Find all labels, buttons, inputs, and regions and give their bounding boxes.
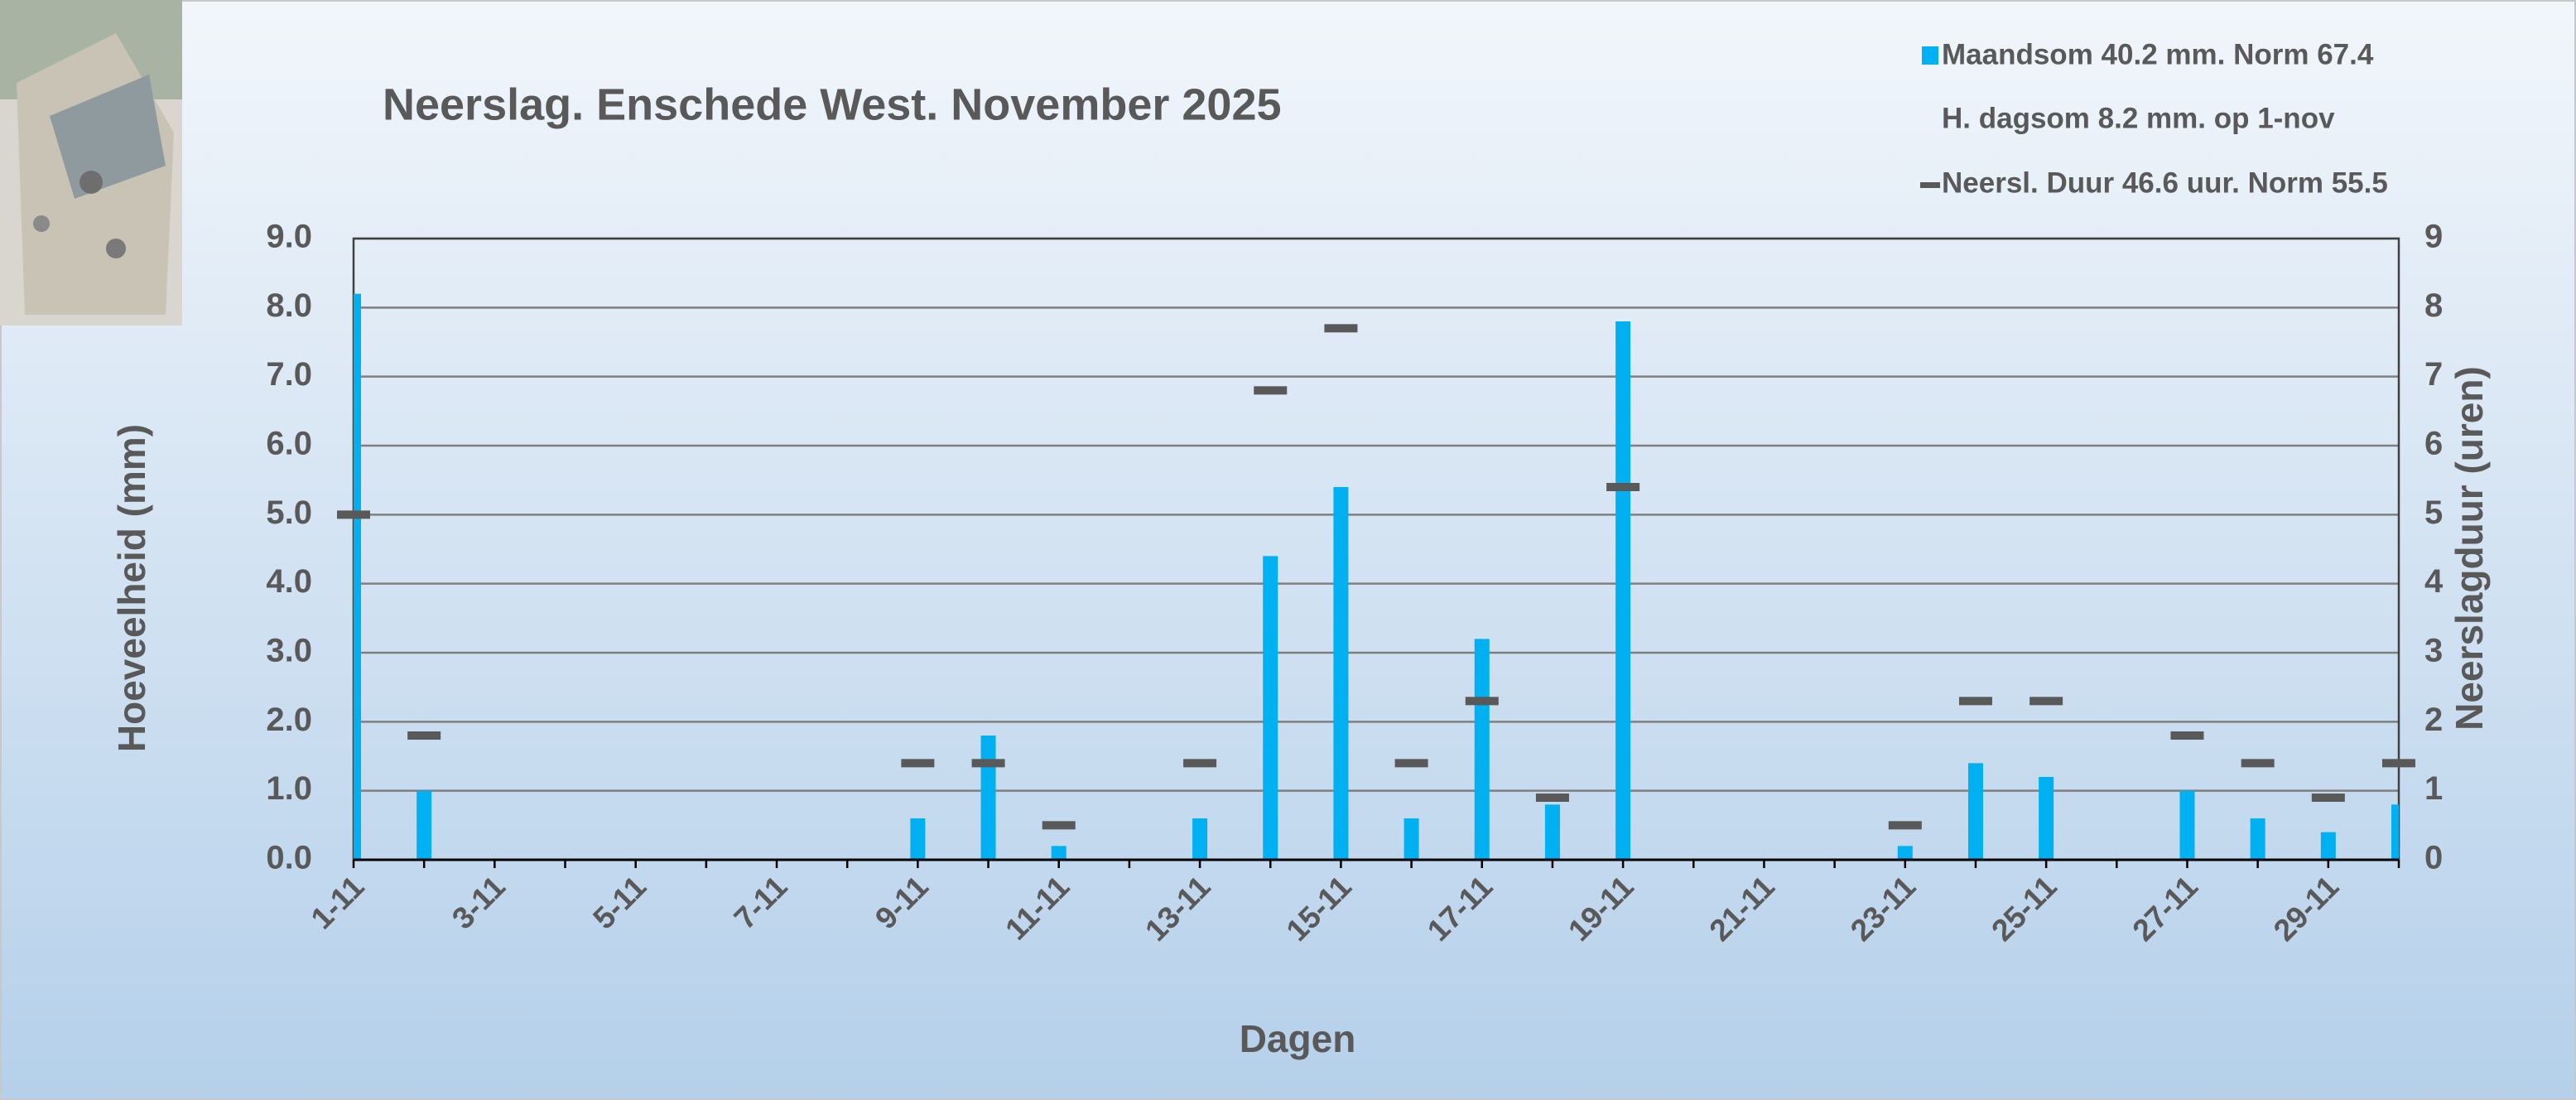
y-tick-label: 9.0 — [266, 219, 312, 255]
x-axis-label: Dagen — [1240, 1017, 1356, 1060]
bar — [1967, 763, 1983, 860]
bar — [1051, 846, 1067, 860]
bar — [1192, 818, 1208, 860]
duration-marker — [1888, 821, 1922, 830]
y2-tick-label: 1 — [2424, 770, 2443, 807]
y-axis-label: Hoeveelheid (mm) — [110, 424, 153, 752]
legend-swatch — [1920, 182, 1940, 188]
y2-tick-label: 6 — [2424, 426, 2443, 462]
duration-marker — [2311, 794, 2345, 802]
y-tick-label: 6.0 — [266, 426, 312, 462]
bar — [1263, 556, 1278, 860]
annotation: H. dagsom 8.2 mm. op 1-nov — [1942, 102, 2335, 134]
y-tick-label: 8.0 — [266, 287, 312, 324]
y-tick-label: 2.0 — [266, 702, 312, 738]
y-tick-label: 4.0 — [266, 563, 312, 600]
y-tick-label: 3.0 — [266, 633, 312, 669]
bar — [2320, 832, 2336, 860]
bar — [2250, 818, 2265, 860]
duration-marker — [1606, 483, 1640, 491]
plot-area — [354, 293, 2399, 861]
duration-marker — [337, 510, 370, 519]
duration-marker — [1042, 821, 1076, 830]
duration-marker — [1254, 386, 1288, 395]
y-tick-label: 7.0 — [266, 356, 312, 393]
duration-marker — [1394, 759, 1428, 768]
photo — [0, 0, 182, 326]
y-tick-label: 5.0 — [266, 495, 312, 531]
bar — [2391, 804, 2399, 860]
bar — [2039, 777, 2054, 860]
y2-tick-label: 4 — [2424, 563, 2444, 600]
y2-tick-label: 5 — [2424, 495, 2443, 531]
y2-tick-label: 9 — [2424, 219, 2443, 255]
duration-marker — [2030, 697, 2063, 706]
y2-axis-label: Neerslagduur (uren) — [2448, 366, 2491, 731]
duration-marker — [2241, 759, 2275, 768]
bar — [416, 790, 432, 860]
legend-swatch — [1922, 46, 1938, 65]
y-tick-label: 1.0 — [266, 770, 312, 807]
legend-label: Neersl. Duur 46.6 uur. Norm 55.5 — [1942, 166, 2388, 199]
chart-title: Neerslag. Enschede West. November 2025 — [383, 80, 1282, 129]
bar — [1404, 818, 1419, 860]
y2-tick-label: 3 — [2424, 633, 2443, 669]
y-tick-label: 0.0 — [266, 840, 312, 876]
y2-tick-label: 0 — [2424, 840, 2443, 876]
duration-marker — [1958, 697, 1992, 706]
bar — [354, 293, 361, 861]
bar — [1615, 321, 1631, 860]
duration-marker — [2382, 759, 2415, 768]
duration-marker — [1465, 697, 1499, 706]
y2-tick-label: 2 — [2424, 702, 2443, 738]
duration-marker — [2170, 731, 2204, 740]
duration-marker — [1183, 759, 1217, 768]
duration-marker — [1324, 324, 1358, 333]
bar — [910, 818, 926, 860]
duration-marker — [1535, 794, 1569, 802]
legend-label: Maandsom 40.2 mm. Norm 67.4 — [1942, 38, 2374, 70]
bar — [1897, 846, 1913, 860]
y2-tick-label: 8 — [2424, 287, 2443, 324]
y2-tick-label: 7 — [2424, 356, 2443, 393]
duration-marker — [407, 731, 441, 740]
bar — [2179, 790, 2195, 860]
bar — [980, 736, 996, 860]
bar — [1544, 804, 1560, 860]
duration-marker — [901, 759, 935, 768]
duration-marker — [971, 759, 1005, 768]
bar — [1333, 487, 1349, 860]
bar — [1474, 639, 1490, 860]
